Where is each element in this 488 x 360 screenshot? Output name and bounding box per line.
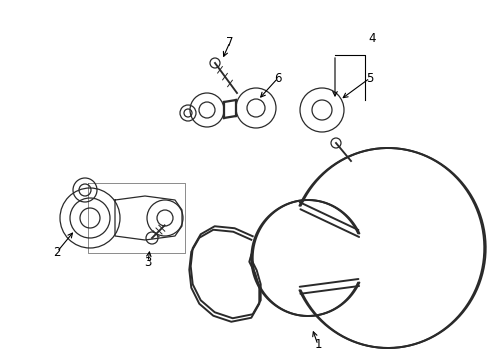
Text: 1: 1	[314, 338, 321, 351]
Text: 5: 5	[366, 72, 373, 85]
Text: 4: 4	[367, 31, 375, 45]
Text: 7: 7	[226, 36, 233, 49]
Text: 6: 6	[274, 72, 281, 85]
Text: 2: 2	[53, 246, 61, 258]
Text: 3: 3	[144, 256, 151, 269]
